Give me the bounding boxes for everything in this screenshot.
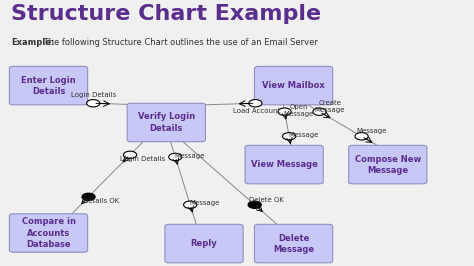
Text: Delete OK: Delete OK [249,197,284,203]
Text: Delete
Message: Delete Message [273,234,314,253]
FancyBboxPatch shape [165,224,243,263]
Text: Message: Message [189,200,219,206]
FancyBboxPatch shape [255,66,333,105]
Circle shape [183,201,197,209]
Circle shape [87,99,100,107]
Text: Structure Chart Example: Structure Chart Example [11,4,321,24]
Text: Message: Message [174,153,204,159]
Text: Reply: Reply [191,239,218,248]
Circle shape [248,201,261,209]
FancyBboxPatch shape [9,214,88,252]
Text: Details OK: Details OK [83,198,119,204]
Text: Open
Message: Open Message [283,104,314,117]
FancyBboxPatch shape [127,103,205,142]
Text: Message: Message [288,132,319,139]
Text: Compare in
Accounts
Database: Compare in Accounts Database [21,217,75,249]
Text: Message: Message [356,128,387,134]
Circle shape [169,153,182,161]
FancyBboxPatch shape [255,224,333,263]
FancyBboxPatch shape [245,146,323,184]
Text: Login Details: Login Details [72,92,117,98]
Text: Create
Message: Create Message [314,100,345,113]
Text: Enter Login
Details: Enter Login Details [21,76,76,96]
Text: Login Details: Login Details [120,156,165,162]
Circle shape [82,193,95,201]
Text: View Mailbox: View Mailbox [262,81,325,90]
Text: Example:: Example: [11,38,54,47]
Circle shape [249,99,262,107]
Text: Compose New
Message: Compose New Message [355,155,421,175]
Circle shape [313,108,326,115]
Circle shape [283,133,296,140]
Text: Verify Login
Details: Verify Login Details [138,113,195,132]
Circle shape [123,151,137,159]
FancyBboxPatch shape [349,146,427,184]
FancyBboxPatch shape [9,66,88,105]
Text: Load Account: Load Account [233,108,280,114]
Circle shape [355,133,368,140]
Circle shape [278,108,291,115]
Text: The following Structure Chart outlines the use of an Email Server: The following Structure Chart outlines t… [41,38,319,47]
Text: View Message: View Message [251,160,318,169]
